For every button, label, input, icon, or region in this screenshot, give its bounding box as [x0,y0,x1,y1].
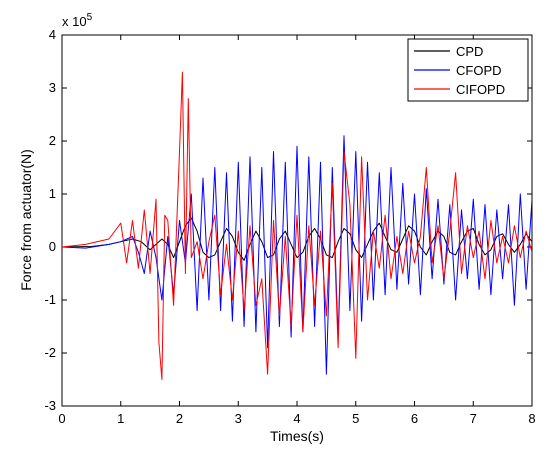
y-exponent-power: 5 [87,12,93,23]
legend-label-cfopd: CFOPD [456,63,502,78]
x-tick-label: 7 [470,411,477,426]
y-tick-label: -2 [44,345,56,360]
x-tick-label: 1 [117,411,124,426]
y-tick-label: -1 [44,292,56,307]
x-tick-label: 6 [411,411,418,426]
x-tick-label: 4 [293,411,300,426]
y-exponent-base: x 10 [62,14,87,29]
x-axis-label: Times(s) [270,428,324,444]
y-tick-label: 4 [49,27,56,42]
y-axis-label: Force from actuator(N) [18,149,34,291]
series-line-cifopd [62,71,532,380]
x-tick-label: 5 [352,411,359,426]
series-layer [62,71,532,380]
y-tick-label: 2 [49,133,56,148]
y-axis: -3 -2 -1 0 1 2 3 4 [44,27,532,413]
x-tick-label: 2 [176,411,183,426]
legend-label-cpd: CPD [456,44,483,59]
y-tick-label: -3 [44,398,56,413]
x-axis: 0 1 2 3 4 5 6 7 8 [58,35,536,426]
y-tick-label: 3 [49,80,56,95]
x-tick-label: 0 [58,411,65,426]
x-tick-label: 8 [528,411,535,426]
series-line-cfopd [62,135,532,375]
legend: CPD CFOPD CIFOPD [407,38,529,102]
x-tick-label: 3 [235,411,242,426]
y-exponent-label: x 105 [62,12,93,29]
y-tick-label: 1 [49,186,56,201]
y-tick-label: 0 [49,239,56,254]
legend-label-cifopd: CIFOPD [456,82,505,97]
